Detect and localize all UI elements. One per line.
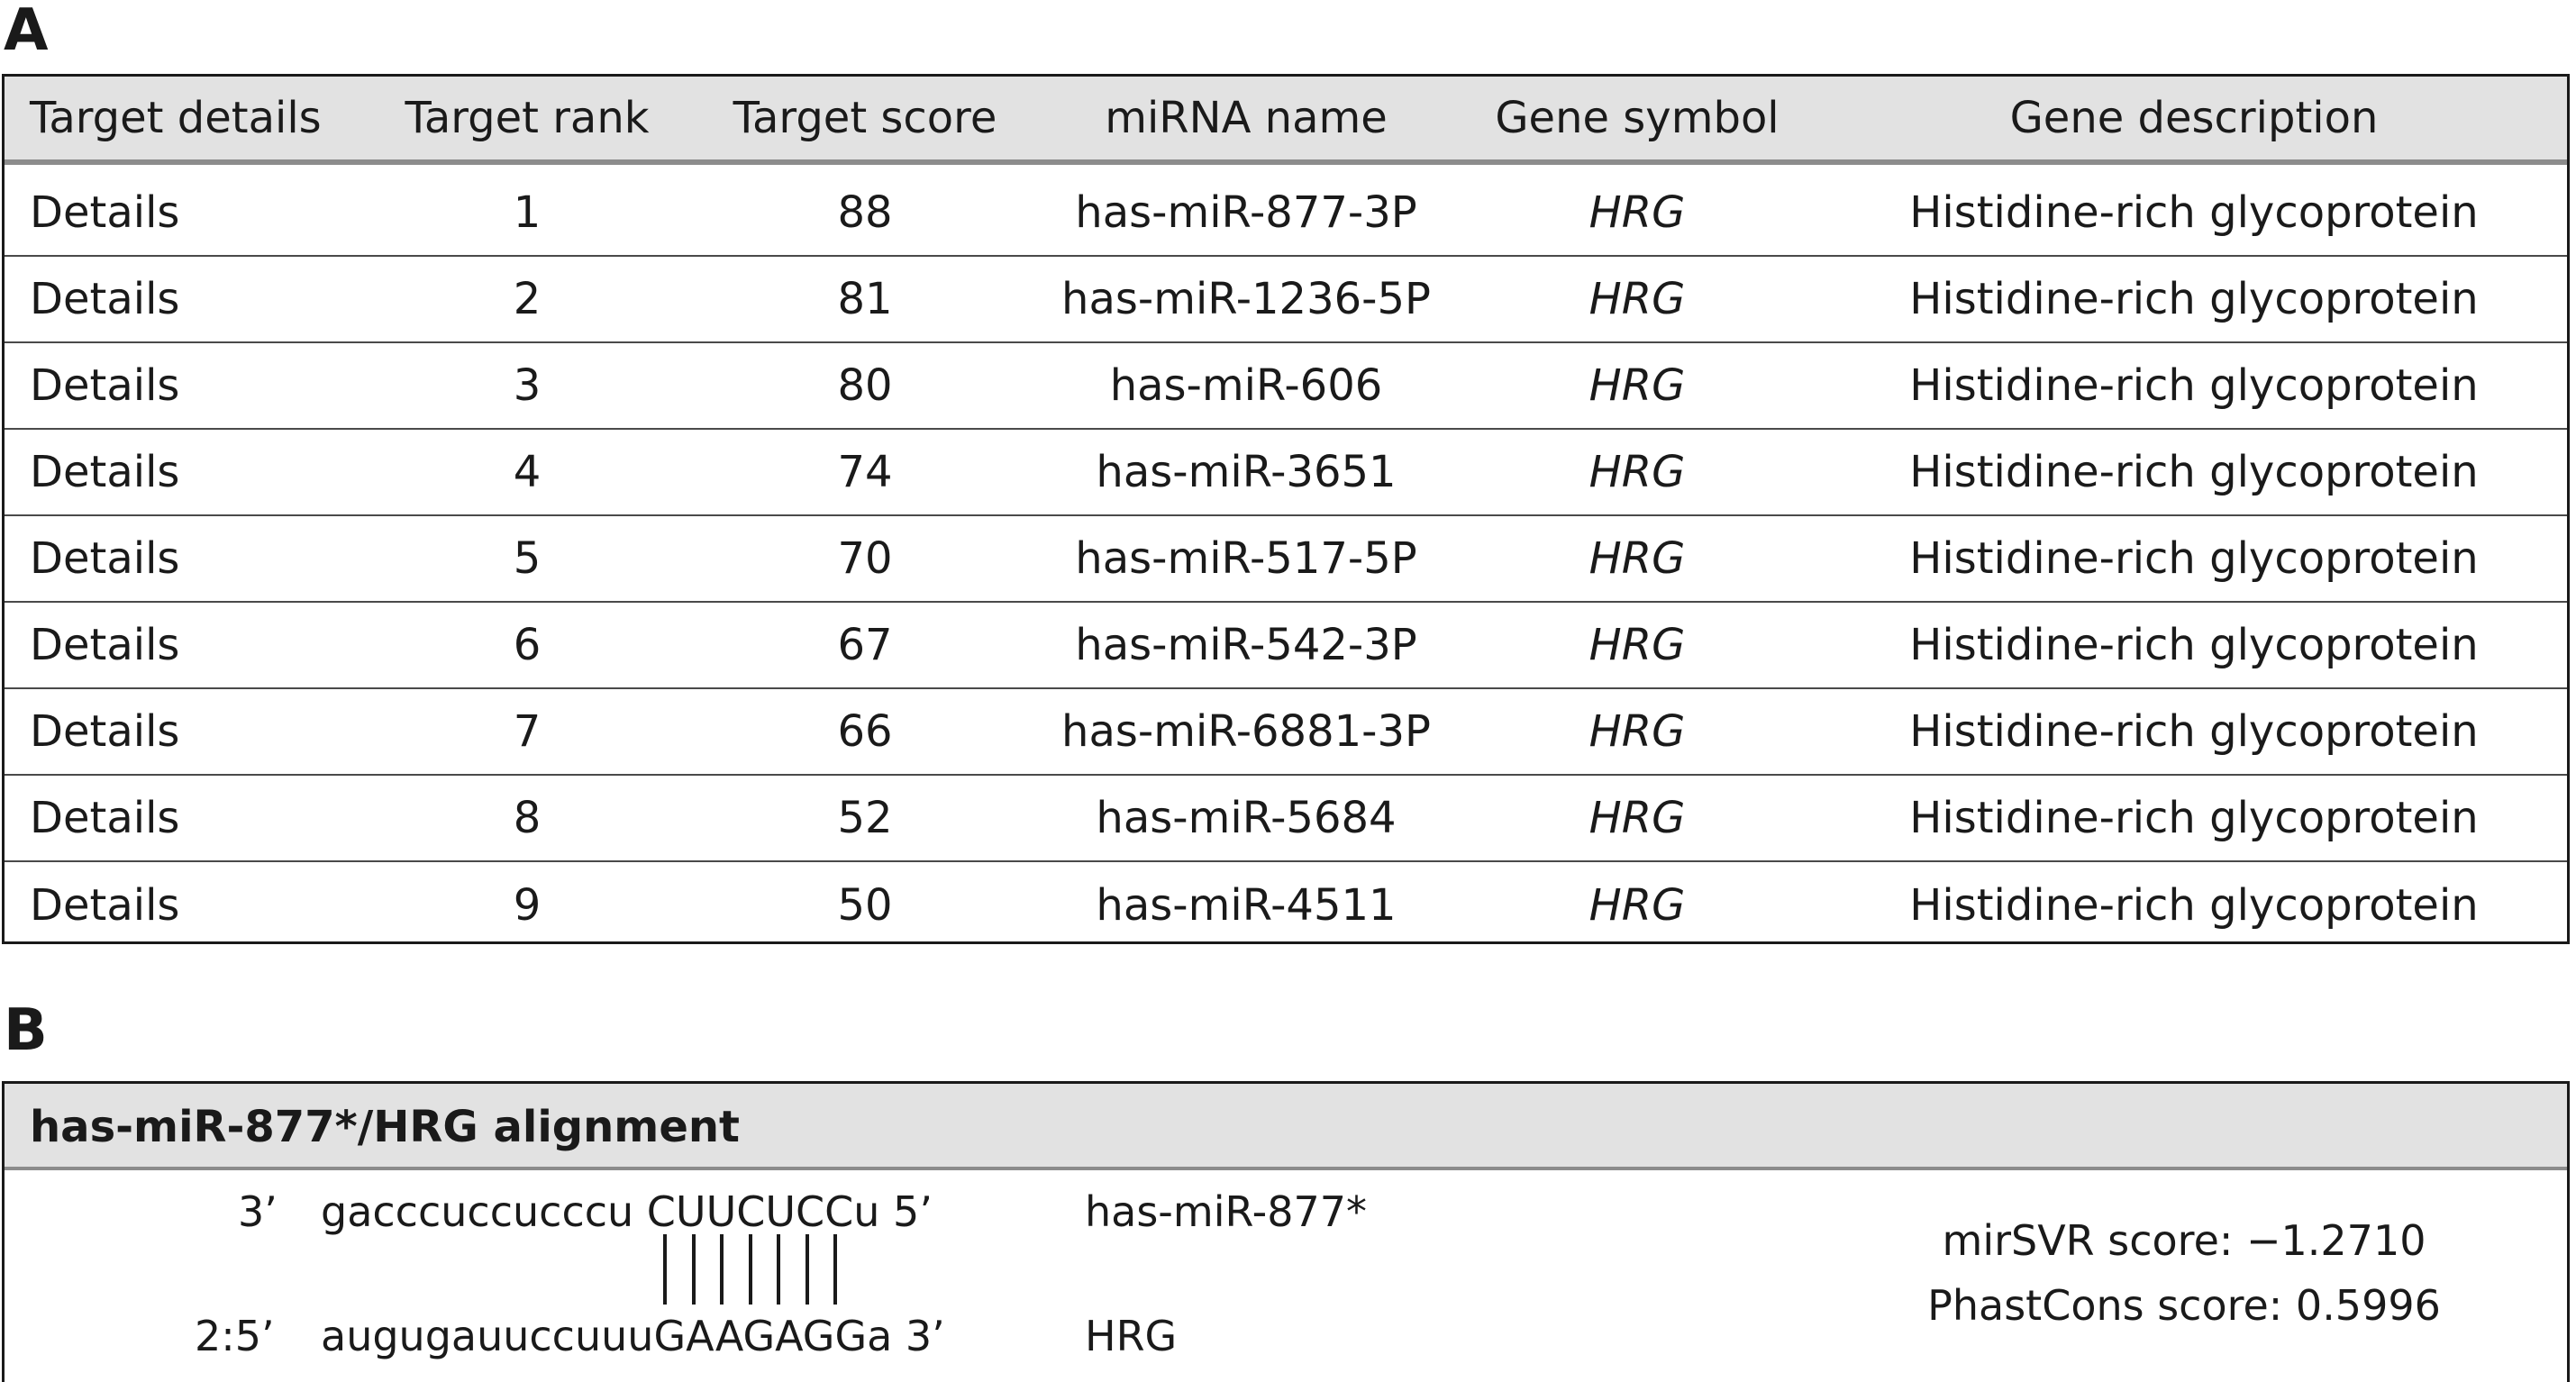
cell-gene-symbol: HRG (1588, 187, 1686, 238)
cell-mirna-name: has-miR-1236-5P (1061, 274, 1431, 324)
cell-gene-description: Histidine-rich glycoprotein (1909, 706, 2479, 757)
header-gene-description: Gene description (2009, 93, 2379, 143)
cell-gene-description: Histidine-rich glycoprotein (1909, 447, 2479, 497)
cell-mirna-name: has-miR-5684 (1096, 793, 1397, 843)
cell-mirna-name: has-miR-6881-3P (1061, 706, 1431, 757)
base-pair-line (777, 1234, 780, 1305)
base-pair-line (748, 1234, 752, 1305)
table-header-row: Target details Target rank Target score … (5, 77, 2567, 165)
cell-gene-symbol: HRG (1588, 620, 1686, 670)
cell-rank: 5 (513, 533, 542, 584)
alignment-header: has-miR-877*/HRG alignment (5, 1084, 2567, 1170)
cell-gene-symbol: HRG (1588, 360, 1686, 411)
cell-score: 66 (837, 706, 893, 757)
cell-mirna-name: has-miR-606 (1109, 360, 1383, 411)
cell-details: Details (30, 880, 180, 931)
mirna-strand-name: has-miR-877* (1085, 1187, 1367, 1236)
header-target-score: Target score (733, 93, 997, 143)
cell-mirna-name: has-miR-542-3P (1075, 620, 1417, 670)
cell-rank: 4 (513, 447, 542, 497)
cell-score: 81 (837, 274, 893, 324)
cell-rank: 1 (513, 187, 542, 238)
header-target-rank: Target rank (405, 93, 650, 143)
panel-a-label: A (4, 0, 49, 64)
cell-mirna-name: has-miR-4511 (1096, 880, 1397, 931)
header-gene-symbol: Gene symbol (1495, 93, 1780, 143)
cell-mirna-name: has-miR-517-5P (1075, 533, 1417, 584)
cell-details: Details (30, 447, 180, 497)
mirna-strand-prefix: 3’ (238, 1187, 278, 1236)
alignment-title: has-miR-877*/HRG alignment (30, 1102, 740, 1152)
alignment-box: has-miR-877*/HRG alignment (2, 1081, 2570, 1382)
table-row: Details 9 50 has-miR-4511 HRG Histidine-rich … (5, 862, 2567, 949)
cell-rank: 7 (513, 706, 542, 757)
cell-rank: 8 (513, 793, 542, 843)
cell-score: 50 (837, 880, 893, 931)
target-sequence: augugauuccuuuGAAGAGGa 3’ (321, 1312, 945, 1360)
cell-gene-description: Histidine-rich glycoprotein (1909, 880, 2479, 931)
cell-rank: 6 (513, 620, 542, 670)
cell-details: Details (30, 620, 180, 670)
cell-rank: 9 (513, 880, 542, 931)
cell-score: 80 (837, 360, 893, 411)
table-row: Details 6 67 has-miR-542-3P HRG Histidine-ric… (5, 603, 2567, 689)
cell-gene-description: Histidine-rich glycoprotein (1909, 620, 2479, 670)
cell-mirna-name: has-miR-3651 (1096, 447, 1397, 497)
table-row: Details 8 52 has-miR-5684 HRG Histidine-rich … (5, 776, 2567, 862)
cell-rank: 3 (513, 360, 542, 411)
cell-details: Details (30, 706, 180, 757)
cell-gene-symbol: HRG (1588, 793, 1686, 843)
cell-score: 70 (837, 533, 893, 584)
base-pair-line (805, 1234, 809, 1305)
cell-gene-description: Histidine-rich glycoprotein (1909, 187, 2479, 238)
base-pair-line (663, 1234, 667, 1305)
cell-score: 52 (837, 793, 893, 843)
mirna-sequence: gacccuccucccu CUUCUCCu 5’ (321, 1187, 933, 1236)
cell-gene-symbol: HRG (1588, 533, 1686, 584)
table-row: Details 5 70 has-miR-517-5P HRG Histidine-ric… (5, 516, 2567, 603)
table-row: Details 7 66 has-miR-6881-3P HRG Histidine-ri… (5, 689, 2567, 776)
cell-details: Details (30, 533, 180, 584)
cell-gene-symbol: HRG (1588, 447, 1686, 497)
cell-gene-description: Histidine-rich glycoprotein (1909, 793, 2479, 843)
table-row: Details 1 88 has-miR-877-3P HRG Histidine-ric… (5, 170, 2567, 257)
cell-gene-symbol: HRG (1588, 880, 1686, 931)
cell-mirna-name: has-miR-877-3P (1075, 187, 1417, 238)
table-row: Details 3 80 has-miR-606 HRG Histidine-rich g… (5, 343, 2567, 430)
cell-score: 74 (837, 447, 893, 497)
cell-rank: 2 (513, 274, 542, 324)
table-row: Details 4 74 has-miR-3651 HRG Histidine-rich … (5, 430, 2567, 516)
cell-details: Details (30, 274, 180, 324)
panel-b-label: B (4, 997, 48, 1064)
target-strand-name: HRG (1085, 1312, 1178, 1360)
cell-gene-description: Histidine-rich glycoprotein (1909, 533, 2479, 584)
target-strand-prefix: 2:5’ (195, 1312, 275, 1360)
cell-gene-description: Histidine-rich glycoprotein (1909, 274, 2479, 324)
cell-gene-symbol: HRG (1588, 274, 1686, 324)
cell-score: 88 (837, 187, 893, 238)
mirsvr-score: mirSVR score: −1.2710 (1942, 1216, 2426, 1265)
cell-details: Details (30, 360, 180, 411)
header-target-details: Target details (30, 93, 322, 143)
cell-gene-symbol: HRG (1588, 706, 1686, 757)
cell-score: 67 (837, 620, 893, 670)
header-mirna-name: miRNA name (1105, 93, 1388, 143)
base-pair-line (691, 1234, 696, 1305)
cell-details: Details (30, 793, 180, 843)
cell-gene-description: Histidine-rich glycoprotein (1909, 360, 2479, 411)
base-pair-line (833, 1234, 837, 1305)
base-pair-line (720, 1234, 724, 1305)
cell-details: Details (30, 187, 180, 238)
phastcons-score: PhastCons score: 0.5996 (1927, 1281, 2441, 1330)
table-row: Details 2 81 has-miR-1236-5P HRG Histidine-ri… (5, 257, 2567, 343)
target-table: Target details Target rank Target score … (2, 74, 2570, 944)
